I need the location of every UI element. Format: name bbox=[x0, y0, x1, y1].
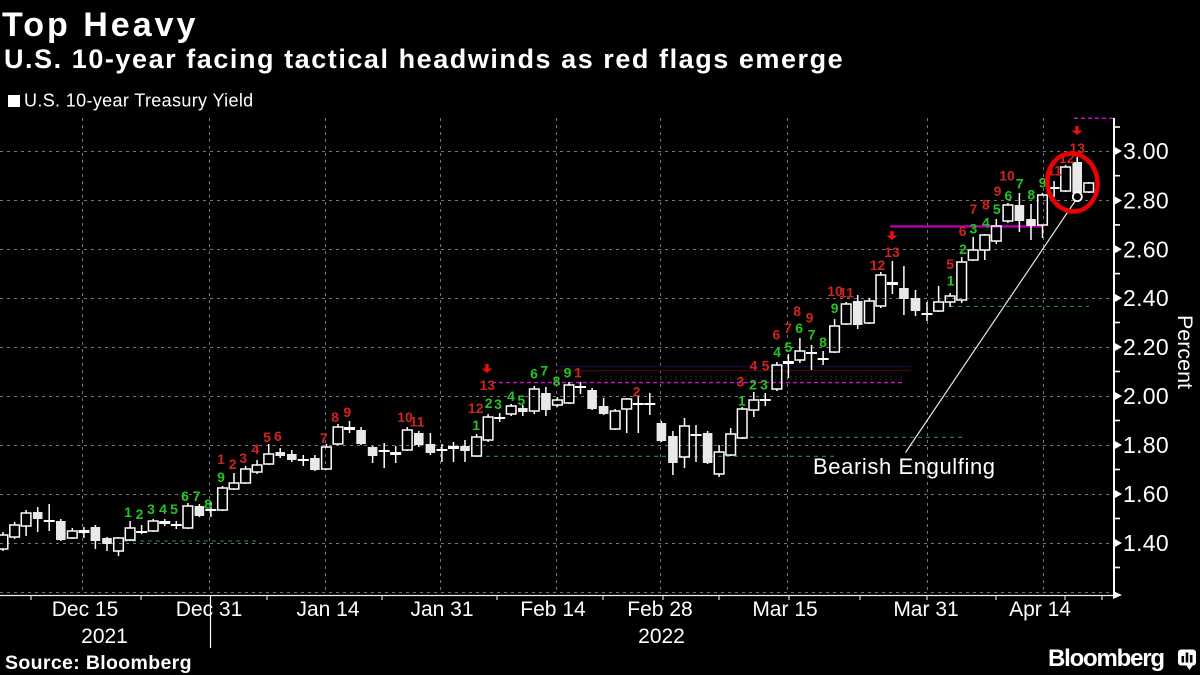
svg-text:7: 7 bbox=[970, 201, 978, 217]
svg-text:3: 3 bbox=[147, 501, 155, 517]
svg-text:3: 3 bbox=[239, 450, 247, 466]
svg-text:7: 7 bbox=[808, 327, 816, 343]
svg-text:3: 3 bbox=[970, 221, 978, 237]
svg-text:11: 11 bbox=[839, 285, 854, 301]
svg-text:10: 10 bbox=[999, 168, 1015, 184]
svg-text:9: 9 bbox=[564, 365, 572, 381]
svg-text:1: 1 bbox=[217, 451, 225, 467]
svg-text:2021: 2021 bbox=[81, 625, 128, 648]
svg-text:Source: Bloomberg: Source: Bloomberg bbox=[5, 652, 192, 674]
svg-text:1.60: 1.60 bbox=[1123, 481, 1169, 507]
svg-text:Mar 31: Mar 31 bbox=[893, 598, 958, 621]
svg-text:13: 13 bbox=[480, 377, 496, 393]
svg-text:1.40: 1.40 bbox=[1123, 530, 1169, 556]
svg-text:1: 1 bbox=[574, 365, 582, 381]
svg-text:Jan 14: Jan 14 bbox=[296, 598, 359, 621]
svg-text:9: 9 bbox=[343, 404, 351, 420]
svg-text:1: 1 bbox=[947, 273, 955, 289]
svg-text:1: 1 bbox=[738, 392, 746, 408]
svg-text:4: 4 bbox=[159, 501, 167, 517]
svg-text:1: 1 bbox=[472, 417, 480, 433]
svg-text:Dec 15: Dec 15 bbox=[52, 598, 119, 621]
svg-text:8: 8 bbox=[819, 334, 827, 350]
svg-text:Feb 28: Feb 28 bbox=[627, 598, 692, 621]
svg-text:4: 4 bbox=[252, 441, 260, 457]
svg-text:8: 8 bbox=[331, 409, 339, 425]
svg-text:7: 7 bbox=[193, 488, 201, 504]
svg-text:2: 2 bbox=[959, 241, 967, 257]
svg-text:U.S. 10-year facing tactical h: U.S. 10-year facing tactical headwinds a… bbox=[4, 44, 844, 74]
svg-text:6: 6 bbox=[181, 488, 189, 504]
svg-text:2: 2 bbox=[633, 384, 641, 400]
svg-text:2: 2 bbox=[749, 376, 757, 392]
svg-text:8: 8 bbox=[204, 496, 212, 512]
svg-text:7: 7 bbox=[320, 430, 328, 446]
svg-text:1: 1 bbox=[124, 504, 132, 520]
svg-text:3: 3 bbox=[760, 376, 768, 392]
svg-text:10: 10 bbox=[397, 409, 413, 425]
svg-text:Dec 31: Dec 31 bbox=[176, 598, 243, 621]
svg-text:9: 9 bbox=[1039, 175, 1047, 191]
svg-text:Apr 14: Apr 14 bbox=[1009, 598, 1071, 621]
svg-text:1.80: 1.80 bbox=[1123, 432, 1169, 458]
svg-text:6: 6 bbox=[959, 223, 967, 239]
svg-text:5: 5 bbox=[785, 339, 793, 355]
svg-text:8: 8 bbox=[793, 303, 801, 319]
svg-text:3.00: 3.00 bbox=[1123, 138, 1169, 164]
svg-text:7: 7 bbox=[784, 320, 792, 336]
svg-text:5: 5 bbox=[993, 201, 1001, 217]
svg-text:4: 4 bbox=[982, 214, 990, 230]
svg-text:8: 8 bbox=[1027, 187, 1035, 203]
svg-text:4: 4 bbox=[750, 357, 758, 373]
svg-text:2: 2 bbox=[229, 456, 237, 472]
svg-text:2022: 2022 bbox=[638, 625, 685, 648]
svg-text:3: 3 bbox=[737, 374, 745, 390]
svg-text:4: 4 bbox=[507, 388, 515, 404]
svg-text:5: 5 bbox=[762, 357, 770, 373]
svg-text:9: 9 bbox=[831, 300, 839, 316]
svg-text:7: 7 bbox=[1016, 175, 1024, 191]
svg-text:2.80: 2.80 bbox=[1123, 188, 1169, 214]
svg-text:5: 5 bbox=[263, 429, 271, 445]
svg-text:9: 9 bbox=[806, 310, 814, 326]
svg-text:5: 5 bbox=[517, 392, 525, 408]
svg-text:6: 6 bbox=[1005, 187, 1013, 203]
svg-text:6: 6 bbox=[795, 320, 803, 336]
svg-text:8: 8 bbox=[982, 196, 990, 212]
svg-text:3: 3 bbox=[494, 396, 502, 412]
svg-text:2.20: 2.20 bbox=[1123, 334, 1169, 360]
svg-text:5: 5 bbox=[946, 256, 954, 272]
svg-text:2: 2 bbox=[136, 506, 144, 522]
svg-text:12: 12 bbox=[870, 257, 886, 273]
svg-text:6: 6 bbox=[274, 428, 282, 444]
svg-text:6: 6 bbox=[773, 327, 781, 343]
svg-text:2: 2 bbox=[485, 395, 493, 411]
svg-text:7: 7 bbox=[540, 362, 548, 378]
svg-text:9: 9 bbox=[994, 183, 1002, 199]
svg-text:Percent: Percent bbox=[1173, 315, 1197, 389]
svg-text:Mar 15: Mar 15 bbox=[752, 598, 817, 621]
svg-text:8: 8 bbox=[553, 373, 561, 389]
svg-text:9: 9 bbox=[217, 469, 225, 485]
svg-text:13: 13 bbox=[884, 244, 900, 260]
svg-text:12: 12 bbox=[468, 400, 484, 416]
svg-text:2.60: 2.60 bbox=[1123, 236, 1169, 262]
svg-text:5: 5 bbox=[170, 501, 178, 517]
svg-text:Top Heavy: Top Heavy bbox=[2, 6, 198, 44]
svg-text:Bloomberg: Bloomberg bbox=[1048, 645, 1164, 672]
svg-text:2.40: 2.40 bbox=[1123, 285, 1169, 311]
svg-text:10: 10 bbox=[827, 283, 843, 299]
svg-text:Feb 14: Feb 14 bbox=[520, 598, 586, 621]
svg-text:11: 11 bbox=[410, 414, 425, 430]
svg-text:U.S. 10-year Treasury Yield: U.S. 10-year Treasury Yield bbox=[24, 91, 254, 111]
svg-text:6: 6 bbox=[530, 366, 538, 382]
svg-text:Jan 31: Jan 31 bbox=[410, 598, 473, 621]
svg-text:Bearish Engulfing: Bearish Engulfing bbox=[813, 454, 996, 479]
svg-text:2.00: 2.00 bbox=[1123, 383, 1169, 409]
svg-text:4: 4 bbox=[773, 344, 781, 360]
